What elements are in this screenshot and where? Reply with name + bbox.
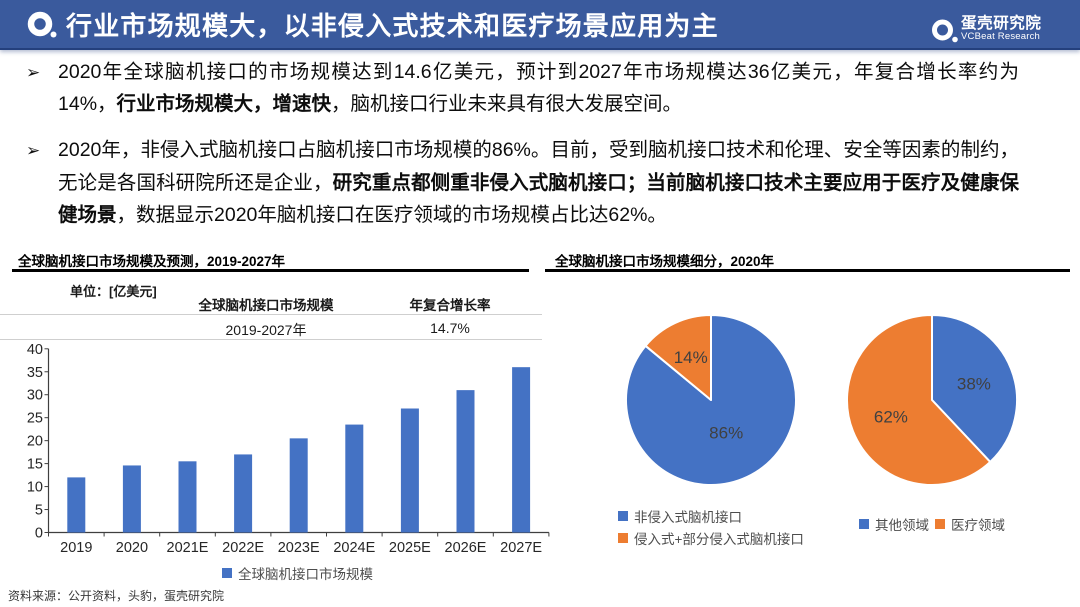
bullet-arrow-marker: ➢ <box>26 141 41 161</box>
pie1-legend-items: 非侵入式脑机接口侵入式+部分侵入式脑机接口 <box>618 509 804 547</box>
pie-slice-侵入式+部分侵入式脑机接口 <box>644 314 712 401</box>
y-tick-label: 25 <box>27 411 43 427</box>
x-tick-label: 2024E <box>333 540 375 556</box>
header-bar: 行业市场规模大，以非侵入式技术和医疗场景应用为主 蛋壳研究院 VCBeat Re… <box>0 0 1080 50</box>
table-value-cagr: 14.7% <box>430 320 470 336</box>
pie-data-label: 62% <box>874 407 908 426</box>
bar-2024E <box>345 424 364 533</box>
x-tick-label: 2023E <box>278 540 320 556</box>
pie-data-label: 38% <box>957 374 991 393</box>
table-hairline-top <box>0 314 542 315</box>
y-tick-label: 0 <box>35 526 43 542</box>
bullet-text: ，数据显示2020年脑机接口在医疗领域的市场规模占比达62%。 <box>116 203 667 226</box>
left-title-rule <box>12 269 529 272</box>
x-tick-label: 2027E <box>500 540 542 556</box>
legend-item: 全球脑机接口市场规模 <box>222 563 373 583</box>
bar-chart-legend: 全球脑机接口市场规模 <box>0 563 595 583</box>
brand-logo: 蛋壳研究院 VCBeat Research <box>0 0 1080 50</box>
table-header-market-size: 全球脑机接口市场规模 <box>198 298 334 313</box>
unit-label: 单位：[亿美元] <box>70 284 157 299</box>
y-tick-label: 15 <box>27 457 43 473</box>
pie1-legend: 非侵入式脑机接口侵入式+部分侵入式脑机接口 <box>596 509 826 547</box>
pie-chart-technology: 86% 14% <box>625 314 797 486</box>
bullet-text-bold: 行业市场规模大，增速快 <box>116 93 332 116</box>
legend-label: 全球脑机接口市场规模 <box>238 567 373 582</box>
legend-item: 侵入式+部分侵入式脑机接口 <box>618 531 804 547</box>
legend-label: 医疗领域 <box>951 518 1005 533</box>
bullet-list: ➢ 2020年全球脑机接口的市场规模达到14.6亿美元，预计到2027年市场规模达… <box>26 56 1019 231</box>
legend-swatch-icon <box>618 532 629 543</box>
bullet-arrow-marker: ➢ <box>26 63 41 82</box>
y-tick-label: 30 <box>27 388 43 404</box>
bar-2026E <box>456 390 475 533</box>
page-title: 行业市场规模大，以非侵入式技术和医疗场景应用为主 <box>66 11 719 41</box>
y-tick-label: 40 <box>27 342 43 358</box>
y-tick-label: 20 <box>27 434 43 450</box>
pie2-legend: 其他领域 医疗领域 <box>822 514 1042 534</box>
y-tick-label: 5 <box>35 503 43 519</box>
bar-2025E <box>400 408 419 533</box>
x-tick-label: 2021E <box>167 540 209 556</box>
brand-text: 蛋壳研究院 VCBeat Research <box>961 15 1042 42</box>
right-title-rule <box>545 269 1070 272</box>
legend-item: 医疗领域 <box>935 514 1005 534</box>
x-tick-label: 2020 <box>116 540 148 556</box>
legend-label: 侵入式+部分侵入式脑机接口 <box>634 531 804 547</box>
x-tick-label: 2019 <box>60 540 92 556</box>
bar-2022E <box>234 454 253 533</box>
bar-2019 <box>67 477 86 533</box>
legend-label: 其他领域 <box>875 518 929 533</box>
table-header-cagr: 年复合增长率 <box>409 298 491 313</box>
bar-2021E <box>178 461 197 533</box>
legend-item: 其他领域 <box>859 514 929 534</box>
bullet-text: 2020年，非侵入式脑机接口占脑机接口市场规模的86%。目前，受到脑机接口技术和… <box>58 139 1019 194</box>
pie-slice-医疗领域 <box>846 314 992 486</box>
source-note: 资料来源：公开资料，头豹，蛋壳研究院 <box>8 589 225 603</box>
legend-swatch-icon <box>222 568 232 578</box>
table-hairline-bottom <box>0 339 542 340</box>
right-chart-title: 全球脑机接口市场规模细分，2020年 <box>555 254 775 269</box>
legend-label: 非侵入式脑机接口 <box>634 510 743 525</box>
bar-chart: 0 5 10 15 20 25 30 35 40 2019 2020 2021E 2022E 2023E 2… <box>27 342 550 556</box>
brand-name-cn: 蛋壳研究院 <box>961 15 1042 32</box>
y-tick-label: 35 <box>27 365 43 381</box>
table-value-period: 2019-2027年 <box>225 322 307 338</box>
bullet-text-bold: 研究重点都侧重非侵入式脑机接口；当前脑机接口技术主要应用于医疗及健康保健场景 <box>58 171 1019 226</box>
legend-swatch-icon <box>935 519 945 529</box>
bar-2023E <box>289 438 308 533</box>
bullet-item-1: ➢ 2020年全球脑机接口的市场规模达到14.6亿美元，预计到2027年市场规模达… <box>26 56 1019 120</box>
bullet-text: ，脑机接口行业未来具有很大发展空间。 <box>331 93 683 116</box>
pie-chart-application: 38% 62% <box>846 314 1018 486</box>
legend-item: 非侵入式脑机接口 <box>618 509 743 525</box>
legend-swatch-icon <box>618 511 629 521</box>
x-tick-label: 2026E <box>445 540 487 556</box>
left-chart-title: 全球脑机接口市场规模及预测，2019-2027年 <box>18 254 286 269</box>
x-tick-label: 2025E <box>389 540 431 556</box>
pie-slice-其他领域 <box>931 314 1018 463</box>
pie-data-label: 86% <box>709 423 743 442</box>
bullet-item-2: ➢ 2020年，非侵入式脑机接口占脑机接口市场规模的86%。目前，受到脑机接口技术… <box>26 134 1019 231</box>
bullet-text: 2020年全球脑机接口的市场规模达到14.6亿美元，预计到2027年市场规模达3… <box>58 61 1019 116</box>
legend-swatch-icon <box>859 519 869 529</box>
y-tick-label: 10 <box>27 480 43 496</box>
pie-data-label: 14% <box>674 348 708 367</box>
bar-2027E <box>512 367 531 533</box>
bar-2020 <box>122 465 141 533</box>
brand-name-en: VCBeat Research <box>961 31 1041 42</box>
x-tick-label: 2022E <box>222 540 264 556</box>
